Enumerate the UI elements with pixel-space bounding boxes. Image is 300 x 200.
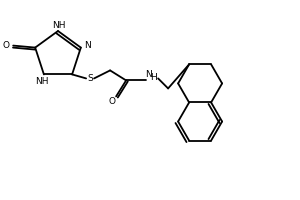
Text: NH: NH	[35, 77, 49, 86]
Text: S: S	[87, 74, 93, 83]
Text: N: N	[145, 70, 152, 79]
Text: N: N	[85, 41, 91, 50]
Text: O: O	[109, 97, 116, 106]
Text: O: O	[3, 41, 10, 50]
Text: H: H	[150, 73, 157, 82]
Text: NH: NH	[52, 21, 66, 29]
